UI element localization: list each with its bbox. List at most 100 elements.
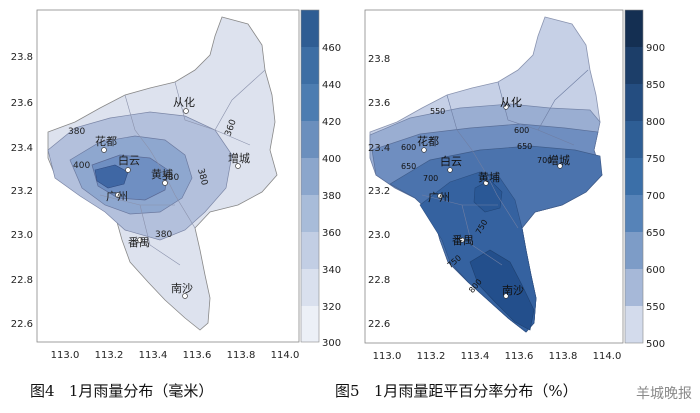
city-markers bbox=[421, 104, 563, 299]
x-tick: 113.6 bbox=[183, 350, 212, 361]
y-tick: 23.0 bbox=[368, 230, 390, 241]
colorbar-ticks: 900 850 800 750 700 650 600 550 500 bbox=[646, 43, 665, 350]
y-tick: 23.2 bbox=[368, 186, 390, 197]
y-tick: 23.2 bbox=[11, 186, 33, 197]
colorbar-tick: 800 bbox=[646, 117, 665, 128]
x-tick: 114.0 bbox=[593, 351, 622, 362]
colorbar-swatch bbox=[625, 195, 643, 232]
place-nansha: 南沙 bbox=[171, 282, 193, 295]
rainfall-map-svg: 380 400 360 380 380 380 从化 花都 白云 黄埔 广州 增… bbox=[11, 9, 341, 361]
place-baiyun: 白云 bbox=[118, 153, 140, 167]
colorbar-swatch bbox=[625, 158, 643, 195]
colorbar-swatch bbox=[301, 195, 319, 232]
place-panyu: 番禺 bbox=[452, 234, 474, 247]
colorbar-tick: 900 bbox=[646, 43, 665, 54]
y-tick: 23.6 bbox=[11, 98, 33, 109]
place-baiyun: 白云 bbox=[440, 154, 462, 168]
contour-label-380-east: 380 bbox=[195, 167, 209, 186]
colorbar-tick: 650 bbox=[646, 228, 665, 239]
anomaly-band-800-north bbox=[473, 179, 503, 213]
figure-5-caption: 图5 1月雨量距平百分率分布（%） bbox=[335, 382, 578, 400]
colorbar-swatch bbox=[301, 121, 319, 158]
x-tick: 113.8 bbox=[549, 351, 578, 362]
colorbar-swatch bbox=[625, 84, 643, 121]
colorbar-tick: 400 bbox=[322, 154, 341, 165]
colorbar-swatch bbox=[625, 306, 643, 343]
colorbar-tick: 600 bbox=[646, 265, 665, 276]
y-tick: 22.8 bbox=[11, 275, 33, 286]
colorbar-swatch bbox=[301, 269, 319, 306]
x-tick: 113.4 bbox=[139, 350, 168, 361]
rainfall-band-440 bbox=[94, 164, 129, 189]
contour-label-600-east: 600 bbox=[514, 126, 529, 135]
colorbar-swatch bbox=[301, 47, 319, 84]
place-conghua: 从化 bbox=[500, 95, 522, 109]
watermark: 羊城晚报 bbox=[636, 386, 692, 402]
place-huangpu: 黄埔 bbox=[478, 170, 500, 184]
x-tick: 113.2 bbox=[417, 351, 446, 362]
district-boundaries bbox=[421, 69, 589, 266]
y-tick: 23.8 bbox=[368, 54, 390, 65]
place-zengcheng: 增城 bbox=[548, 153, 570, 167]
contour-label-650-west: 650 bbox=[401, 162, 416, 171]
place-nansha: 南沙 bbox=[502, 284, 524, 297]
place-conghua: 从化 bbox=[173, 95, 195, 109]
contour-label-380-center: 380 bbox=[162, 173, 179, 183]
x-tick: 113.4 bbox=[461, 351, 490, 362]
colorbar-tick: 420 bbox=[322, 117, 341, 128]
colorbar-swatch bbox=[625, 47, 643, 84]
district-boundaries bbox=[99, 69, 266, 266]
contour-label-400: 400 bbox=[73, 161, 90, 171]
x-tick: 113.8 bbox=[227, 350, 256, 361]
contour-label-380-west: 380 bbox=[68, 127, 85, 137]
x-tick: 114.0 bbox=[271, 350, 300, 361]
y-tick: 22.6 bbox=[11, 319, 33, 330]
colorbar-tick: 380 bbox=[322, 191, 341, 202]
contour-label-600-west: 600 bbox=[401, 143, 416, 152]
colorbar-tick: 340 bbox=[322, 265, 341, 276]
place-zengcheng: 增城 bbox=[228, 151, 250, 165]
colorbar-tick: 700 bbox=[646, 191, 665, 202]
y-tick: 22.8 bbox=[368, 275, 390, 286]
place-huadu: 花都 bbox=[417, 135, 439, 148]
colorbar-swatch bbox=[301, 158, 319, 195]
y-axis-ticks: 23.8 23.6 23.4 23.2 23.0 22.8 22.6 bbox=[11, 52, 33, 330]
city-markers bbox=[101, 108, 241, 299]
colorbar-tick: 850 bbox=[646, 80, 665, 91]
contour-label-380-south: 380 bbox=[155, 230, 172, 240]
place-huangpu: 黄埔 bbox=[151, 167, 173, 181]
x-axis-ticks: 113.0 113.2 113.4 113.6 113.8 114.0 bbox=[51, 350, 300, 361]
y-axis-ticks: 23.8 23.6 23.4 23.2 23.0 22.8 22.6 bbox=[368, 54, 390, 330]
colorbar-swatch bbox=[625, 232, 643, 269]
colorbar-tick: 550 bbox=[646, 302, 665, 313]
y-tick: 23.0 bbox=[11, 230, 33, 241]
colorbar-tick: 460 bbox=[322, 43, 341, 54]
colorbar-tick: 300 bbox=[322, 338, 341, 349]
anomaly-map-panel: 550 600 650 700 650 600 700 750 750 800 … bbox=[350, 0, 700, 370]
colorbar-tick: 360 bbox=[322, 228, 341, 239]
x-tick: 113.0 bbox=[373, 351, 402, 362]
place-panyu: 番禺 bbox=[128, 236, 150, 249]
x-tick: 113.2 bbox=[95, 350, 124, 361]
y-tick: 23.6 bbox=[368, 98, 390, 109]
colorbar-swatch bbox=[301, 232, 319, 269]
figure-4-caption: 图4 1月雨量分布（毫米） bbox=[30, 382, 214, 400]
colorbar-tick: 500 bbox=[646, 339, 665, 350]
contour-label-700-east: 700 bbox=[537, 156, 552, 165]
y-tick: 23.4 bbox=[368, 143, 390, 154]
colorbar-tick: 440 bbox=[322, 80, 341, 91]
colorbar-tick: 320 bbox=[322, 302, 341, 313]
place-guangzhou: 广州 bbox=[106, 190, 128, 203]
y-tick: 22.6 bbox=[368, 319, 390, 330]
colorbar bbox=[624, 9, 644, 344]
colorbar-swatch bbox=[625, 269, 643, 306]
x-tick: 113.0 bbox=[51, 350, 80, 361]
x-tick: 113.6 bbox=[505, 351, 534, 362]
colorbar-ticks: 460 440 420 400 380 360 340 320 300 bbox=[322, 43, 341, 349]
contour-label-700-west: 700 bbox=[423, 174, 438, 183]
y-tick: 23.4 bbox=[11, 143, 33, 154]
colorbar-swatch bbox=[301, 10, 319, 47]
contour-label-550: 550 bbox=[430, 107, 445, 116]
place-guangzhou: 广州 bbox=[428, 191, 450, 204]
rainfall-map-panel: 380 400 360 380 380 380 从化 花都 白云 黄埔 广州 增… bbox=[0, 0, 350, 370]
